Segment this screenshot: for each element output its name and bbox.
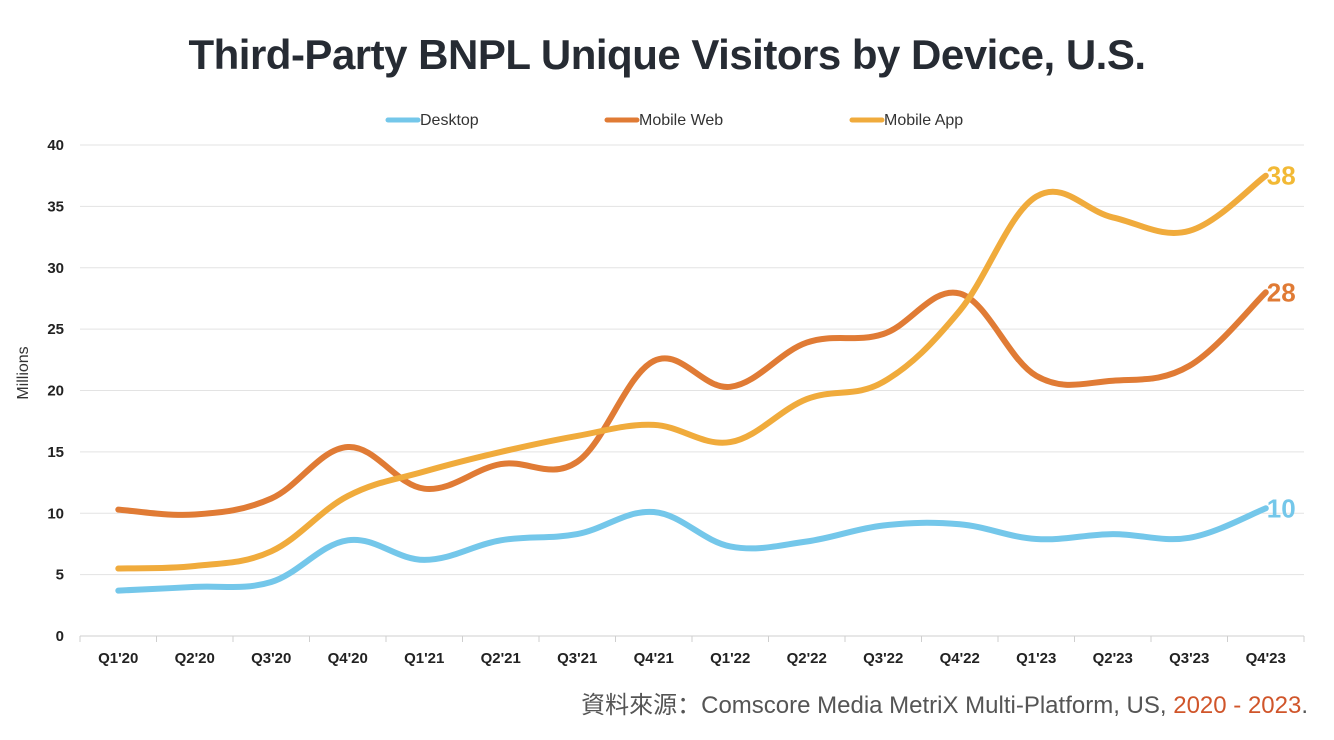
end-value-label: 10: [1267, 493, 1296, 523]
legend: Desktop Mobile Web Mobile App: [385, 112, 963, 129]
end-value-label: 28: [1267, 277, 1296, 307]
legend-label: Desktop: [420, 112, 479, 129]
source-note: 資料來源：Comscore Media MetriX Multi-Platfor…: [581, 692, 1308, 719]
source-year-range: 2020 - 2023: [1173, 692, 1301, 719]
x-tick-label: Q4'23: [1246, 650, 1286, 667]
x-tick-label: Q1'23: [1016, 650, 1056, 667]
end-value-label: 38: [1267, 161, 1296, 191]
x-tick-label: Q3'20: [251, 650, 291, 667]
series-desktop: [115, 505, 1269, 594]
legend-label: Mobile Web: [639, 112, 723, 129]
legend-item-desktop: Desktop: [385, 112, 479, 129]
source-suffix: .: [1301, 692, 1308, 719]
x-tick-label: Q3'22: [863, 650, 903, 667]
x-tick-label: Q2'22: [787, 650, 827, 667]
x-tick-label: Q4'20: [328, 650, 368, 667]
y-tick-label: 35: [47, 198, 64, 215]
y-axis-label: Millions: [15, 346, 32, 399]
series-line: [115, 505, 1269, 594]
y-tick-label: 20: [47, 383, 64, 400]
x-tick-label: Q4'21: [634, 650, 674, 667]
x-tick-label: Q1'20: [98, 650, 138, 667]
y-tick-label: 5: [56, 567, 64, 584]
legend-item-mobile-web: Mobile Web: [604, 112, 723, 129]
series-mobile-app: [115, 172, 1269, 572]
x-tick-label: Q2'21: [481, 650, 521, 667]
y-tick-label: 15: [47, 444, 64, 461]
x-tick-label: Q4'22: [940, 650, 980, 667]
legend-item-mobile-app: Mobile App: [849, 112, 963, 129]
y-tick-label: 30: [47, 260, 64, 277]
x-tick-label: Q3'23: [1169, 650, 1209, 667]
x-tick-label: Q3'21: [557, 650, 597, 667]
y-axis-ticks: 0 5 10 15 20 25 30 35 40: [47, 137, 64, 645]
x-tick-label: Q1'22: [710, 650, 750, 667]
series-mobile-web: [115, 289, 1269, 518]
source-prefix: 資料來源：Comscore Media MetriX Multi-Platfor…: [581, 692, 1173, 719]
x-tick-label: Q2'20: [175, 650, 215, 667]
series-line: [115, 289, 1269, 518]
y-tick-label: 25: [47, 321, 64, 338]
x-tick-label: Q2'23: [1093, 650, 1133, 667]
series-line: [115, 172, 1269, 572]
y-tick-label: 0: [56, 628, 64, 645]
chart-title: Third-Party BNPL Unique Visitors by Devi…: [188, 31, 1145, 78]
end-labels: 10 28 38: [1267, 161, 1296, 524]
y-tick-label: 10: [47, 505, 64, 522]
x-axis-ticks: Q1'20 Q2'20 Q3'20 Q4'20 Q1'21 Q2'21 Q3'21 Q4'21…: [79, 636, 1305, 667]
y-tick-label: 40: [47, 137, 64, 154]
x-tick-label: Q1'21: [404, 650, 444, 667]
legend-label: Mobile App: [884, 112, 963, 129]
series-lines: [115, 172, 1269, 594]
